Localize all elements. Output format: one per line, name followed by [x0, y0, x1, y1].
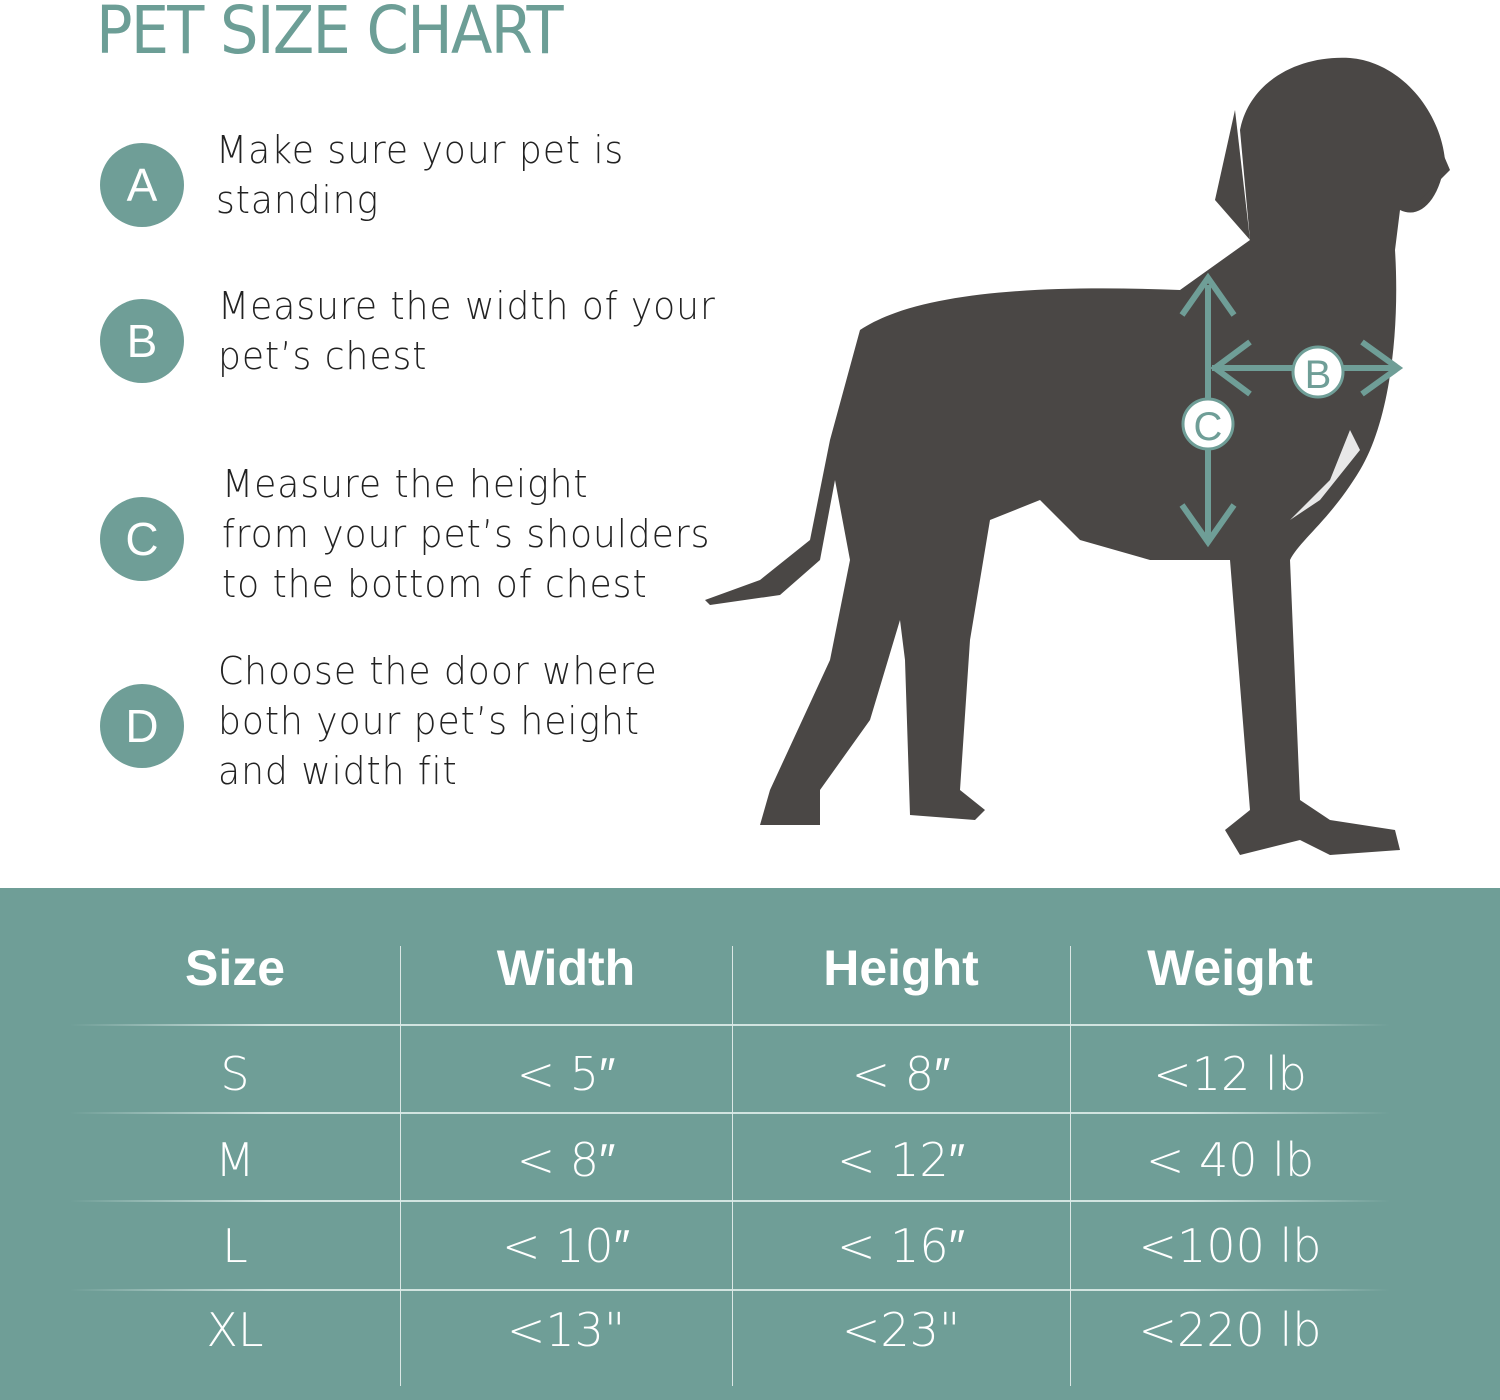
step-d: D Choose the door where both your pet’s …: [100, 649, 681, 796]
cell-size: XL: [206, 1303, 264, 1357]
size-table: Size Width Height Weight S < 5″ < 8″ <12…: [0, 888, 1500, 1400]
step-text: Measure the width of your pet’s chest: [218, 284, 716, 378]
step-badge: B: [100, 299, 184, 383]
cell-height: <23": [841, 1303, 961, 1357]
table-row: L < 10″ < 16″ <100 lb: [70, 1202, 1390, 1290]
cell-size: L: [222, 1219, 248, 1273]
step-a: A Make sure your pet is standing: [100, 128, 646, 227]
row-divider: [70, 1200, 1390, 1202]
header-width: Width: [496, 940, 636, 996]
row-divider: [70, 1024, 1390, 1026]
cell-weight: <100 lb: [1138, 1219, 1322, 1273]
cell-weight: <12 lb: [1153, 1047, 1307, 1101]
header-size: Size: [184, 940, 286, 996]
cell-width: < 8″: [516, 1133, 616, 1187]
header-height: Height: [823, 940, 979, 996]
step-text: Measure the height from your pet’s shoul…: [222, 462, 711, 606]
cell-height: < 8″: [851, 1047, 951, 1101]
table-header: Size Width Height Weight: [70, 900, 1390, 1036]
cell-width: < 5″: [516, 1047, 616, 1101]
row-divider: [70, 1112, 1390, 1114]
header-weight: Weight: [1147, 940, 1313, 996]
cell-width: <13": [506, 1303, 626, 1357]
step-b: B Measure the width of your pet’s chest: [100, 284, 742, 383]
cell-size: S: [220, 1047, 250, 1101]
cell-height: < 12″: [837, 1133, 965, 1187]
page-title: PET SIZE CHART: [96, 0, 564, 69]
cell-weight: < 40 lb: [1145, 1133, 1315, 1187]
cell-height: < 16″: [837, 1219, 965, 1273]
table-row: XL <13" <23" <220 lb: [70, 1286, 1390, 1374]
step-badge: C: [100, 497, 184, 581]
column-divider: [732, 946, 733, 1386]
row-divider: [70, 1289, 1390, 1291]
step-text: Make sure your pet is standing: [216, 128, 625, 222]
cell-width: < 10″: [502, 1219, 630, 1273]
table-row: S < 5″ < 8″ <12 lb: [70, 1030, 1390, 1118]
cell-size: M: [215, 1133, 255, 1187]
dog-image: B C: [705, 57, 1450, 855]
step-badge: D: [100, 684, 184, 768]
cell-weight: <220 lb: [1138, 1303, 1322, 1357]
step-badge: A: [100, 143, 184, 227]
table-row: M < 8″ < 12″ < 40 lb: [70, 1116, 1390, 1204]
width-marker: B: [1305, 353, 1332, 397]
step-c: C Measure the height from your pet’s sho…: [100, 462, 736, 609]
step-text: Choose the door where both your pet’s he…: [218, 649, 658, 793]
column-divider: [1070, 946, 1071, 1386]
column-divider: [400, 946, 401, 1386]
height-marker: C: [1194, 405, 1223, 449]
